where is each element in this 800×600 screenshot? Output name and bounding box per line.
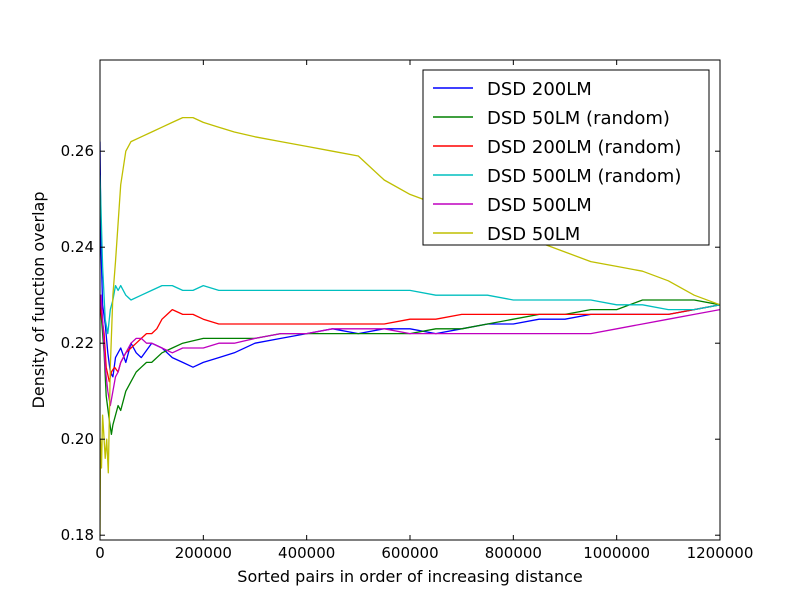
legend-label-dsd-500lm-random: DSD 500LM (random) <box>487 166 681 187</box>
legend-label-dsd-50lm-random: DSD 50LM (random) <box>487 108 670 129</box>
series-line-dsd-500lm-random <box>100 175 720 335</box>
legend-label-dsd-500lm: DSD 500LM <box>487 195 592 216</box>
y-tick-label: 0.26 <box>61 142 94 160</box>
legend-label-dsd-200lm-random: DSD 200LM (random) <box>487 137 681 158</box>
series-line-dsd-200lm-random <box>100 304 720 383</box>
x-axis: 0 200000 400000 600000 800000 1000000 1200000 <box>95 60 753 562</box>
x-tick-label: 0 <box>95 544 105 562</box>
y-tick-label: 0.22 <box>61 334 94 352</box>
y-tick-label: 0.24 <box>61 238 94 256</box>
series-line-dsd-500lm <box>100 294 720 407</box>
x-tick-label: 800000 <box>485 544 542 562</box>
legend-label-dsd-50lm: DSD 50LM <box>487 224 580 245</box>
legend-box <box>422 69 710 246</box>
x-axis-label: Sorted pairs in order of increasing dist… <box>237 567 582 586</box>
x-tick-label: 1200000 <box>687 544 754 562</box>
x-tick-label: 600000 <box>381 544 438 562</box>
x-tick-label: 1000000 <box>583 544 650 562</box>
legend-label-dsd-200lm: DSD 200LM <box>487 79 592 100</box>
y-tick-label: 0.18 <box>61 526 94 544</box>
legend: DSD 200LM DSD 50LM (random) DSD 200LM (ran… <box>422 69 710 246</box>
y-axis: 0.18 0.20 0.22 0.24 0.26 <box>61 142 720 544</box>
x-tick-label: 200000 <box>175 544 232 562</box>
y-tick-label: 0.20 <box>61 430 94 448</box>
x-tick-label: 400000 <box>278 544 335 562</box>
y-axis-label: Density of function overlap <box>29 192 48 409</box>
